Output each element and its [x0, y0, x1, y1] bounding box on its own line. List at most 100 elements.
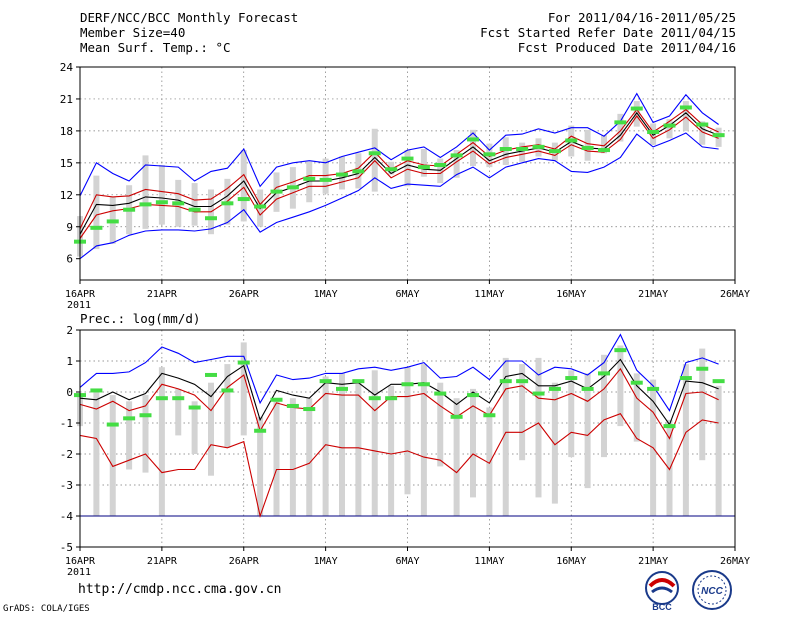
- precip-xtick-label: 26MAY: [720, 556, 750, 567]
- temp-series-max: [79, 92, 719, 197]
- precip-median-mark: [467, 393, 479, 398]
- temp-median-mark: [483, 152, 496, 157]
- precip-median-mark: [630, 380, 643, 385]
- bcc-logo-text: BCC: [652, 602, 672, 612]
- precip-median-mark: [434, 391, 447, 396]
- precip-box: [388, 385, 395, 516]
- temp-median-mark: [188, 207, 201, 212]
- precip-ytick-label: -2: [60, 448, 73, 461]
- precip-box: [420, 364, 427, 516]
- temp-xtick-year: 2011: [67, 300, 91, 311]
- source-url[interactable]: http://cmdp.ncc.cma.gov.cn: [78, 582, 282, 597]
- precip-box: [519, 364, 526, 461]
- precip-box: [208, 382, 214, 476]
- temp-median-mark: [614, 120, 627, 125]
- precip-box: [551, 382, 558, 504]
- temp-xtick-label: 21APR: [147, 289, 178, 300]
- precip-box: [633, 373, 640, 442]
- precip-box: [191, 401, 198, 454]
- precip-median-mark: [205, 372, 217, 377]
- precip-median-mark: [565, 376, 578, 381]
- temp-median-mark: [123, 207, 136, 212]
- temp-xtick-label: 26APR: [229, 289, 260, 300]
- temp-box: [715, 127, 722, 147]
- precip-median-mark: [90, 388, 103, 393]
- temp-xtick-label: 16MAY: [556, 289, 586, 300]
- precip-median-mark: [614, 348, 627, 353]
- precip-median-mark: [336, 386, 348, 391]
- precip-ytick-label: -3: [60, 479, 73, 492]
- precip-median-mark: [155, 396, 168, 401]
- precip-box: [142, 395, 149, 473]
- temp-median-mark: [90, 225, 103, 230]
- precip-box: [568, 370, 575, 458]
- precip-box: [502, 357, 509, 516]
- temp-median-mark: [352, 169, 365, 174]
- precip-median-mark: [516, 379, 529, 384]
- precip-median-mark: [221, 388, 234, 393]
- temp-box: [306, 161, 313, 203]
- temp-box: [404, 150, 411, 187]
- precip-series-max: [79, 333, 719, 412]
- precip-title: Prec.: log(mm/d): [80, 311, 200, 326]
- temp-box: [519, 142, 526, 162]
- precip-box: [289, 398, 296, 516]
- temp-box: [93, 175, 100, 250]
- precip-median-mark: [303, 407, 316, 412]
- precip-ytick-label: -1: [60, 417, 73, 430]
- temp-median-mark: [254, 204, 267, 209]
- header-right: For 2011/04/16-2011/05/25 Fcst Started R…: [480, 10, 736, 55]
- member-size: Member Size=40: [80, 25, 186, 40]
- temp-median-mark: [712, 133, 725, 138]
- precip-box: [93, 388, 100, 516]
- temp-median-mark: [499, 147, 512, 152]
- temp-series-mean: [79, 111, 719, 235]
- bcc-logo-icon: BCC: [645, 571, 679, 612]
- temp-box: [420, 149, 427, 177]
- precip-xtick-label: 1MAY: [314, 556, 338, 567]
- precip-median-mark: [598, 371, 610, 376]
- temp-ytick-label: 18: [60, 125, 73, 138]
- temp-xtick-label: 11MAY: [474, 289, 504, 300]
- temp-box: [666, 119, 673, 139]
- precip-median-mark: [385, 396, 398, 401]
- precip-median-mark: [696, 366, 709, 371]
- precip-median-mark: [532, 391, 545, 396]
- temp-median-mark: [467, 137, 479, 142]
- precip-series-lower-percentile: [79, 413, 719, 519]
- precip-median-mark: [368, 396, 381, 401]
- precip-ytick-label: -4: [60, 510, 74, 523]
- temp-xtick-label: 26MAY: [720, 289, 750, 300]
- precip-median-mark: [581, 386, 594, 391]
- forecast-period: For 2011/04/16-2011/05/25: [547, 10, 736, 25]
- precip-median-mark: [139, 413, 152, 418]
- temp-median-mark: [548, 149, 561, 154]
- precip-box: [224, 364, 231, 448]
- temp-median-mark: [221, 201, 234, 206]
- temp-median-mark: [385, 167, 398, 172]
- precip-xtick-label: 16APR: [65, 556, 96, 567]
- precip-ytick-label: 2: [66, 324, 73, 337]
- precip-median-mark: [647, 386, 660, 391]
- temp-median-mark: [139, 202, 152, 207]
- forecast-title: DERF/NCC/BCC Monthly Forecast: [80, 10, 299, 25]
- temp-box: [322, 158, 329, 194]
- precip-box: [306, 398, 313, 516]
- variable-label: Mean Surf. Temp.: °C: [80, 40, 231, 55]
- temp-series-upper-percentile: [79, 108, 719, 230]
- temp-median-mark: [368, 151, 381, 156]
- precip-box: [682, 364, 689, 516]
- temp-box: [142, 155, 149, 229]
- precip-xtick-label: 26APR: [229, 556, 260, 567]
- precip-box: [404, 367, 411, 495]
- temp-median-mark: [205, 216, 217, 221]
- precip-box: [322, 376, 329, 516]
- precip-ytick-label: 1: [66, 355, 73, 368]
- precip-ytick-label: -5: [60, 541, 73, 554]
- precip-median-mark: [270, 397, 283, 402]
- precip-median-mark: [172, 396, 185, 401]
- temp-series-min: [79, 132, 719, 260]
